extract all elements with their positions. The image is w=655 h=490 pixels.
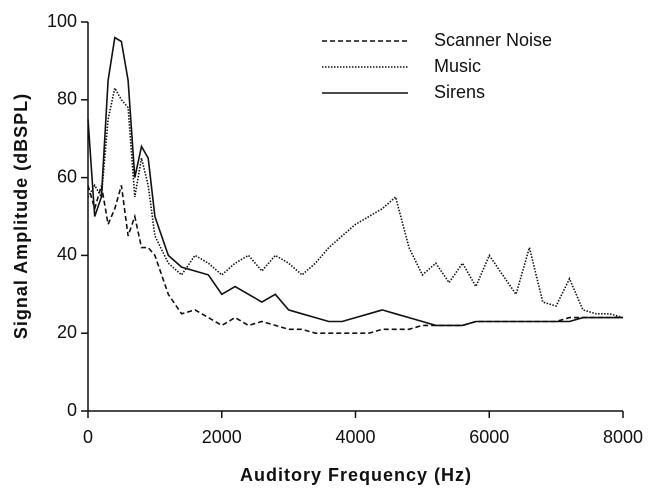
x-tick-label: 0 <box>83 427 93 447</box>
legend-label: Sirens <box>434 82 485 102</box>
y-tick-label: 20 <box>57 322 77 342</box>
legend-label: Scanner Noise <box>434 30 552 50</box>
legend-label: Music <box>434 56 481 76</box>
x-tick-label: 8000 <box>603 427 643 447</box>
y-tick-label: 60 <box>57 166 77 186</box>
y-tick-label: 40 <box>57 244 77 264</box>
series-line <box>87 85 624 319</box>
y-axis-title: Signal Amplitude (dBSPL) <box>11 93 31 339</box>
x-axis-title: Auditory Frequency (Hz) <box>240 465 472 485</box>
y-tick-label: 80 <box>57 89 77 109</box>
y-tick-label: 0 <box>67 400 77 420</box>
x-tick-label: 2000 <box>202 427 242 447</box>
series-line <box>87 36 623 327</box>
x-tick-label: 6000 <box>469 427 509 447</box>
series-line <box>87 185 623 334</box>
y-tick-label: 100 <box>47 11 77 31</box>
x-tick-label: 4000 <box>335 427 375 447</box>
